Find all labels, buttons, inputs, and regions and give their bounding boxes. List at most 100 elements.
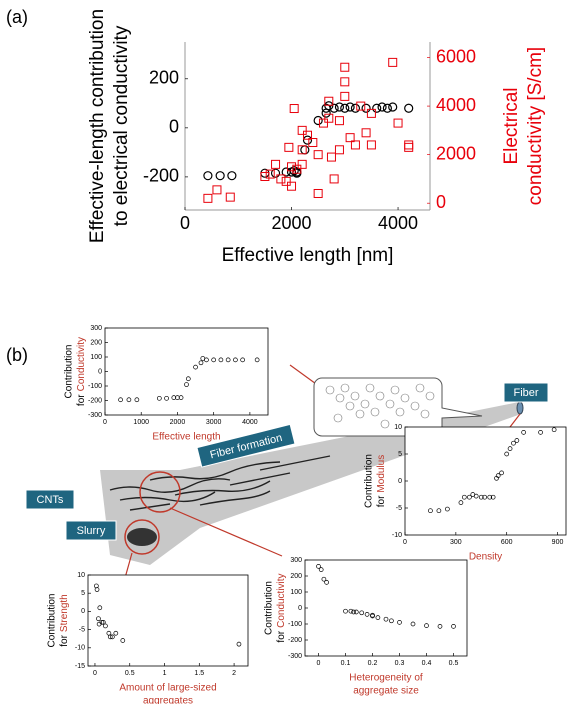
y-axis-title: for Conductivity bbox=[276, 573, 287, 642]
y-axis-title: to electrical conductivity bbox=[111, 25, 132, 226]
point bbox=[361, 128, 371, 138]
y-axis-title-highlight: Conductivity bbox=[276, 573, 287, 627]
label-box: CNTs bbox=[25, 489, 75, 510]
x-tick-label: 4000 bbox=[242, 419, 258, 426]
x-tick-label: 4000 bbox=[378, 213, 418, 233]
point bbox=[276, 174, 286, 184]
point bbox=[340, 103, 350, 113]
y2-tick-label: 6000 bbox=[436, 46, 476, 66]
point bbox=[482, 494, 488, 500]
y-axis-title: for Conductivity bbox=[76, 337, 87, 406]
y-tick-label: 0 bbox=[169, 117, 179, 137]
point bbox=[375, 615, 381, 620]
point bbox=[389, 618, 394, 624]
point bbox=[297, 125, 307, 135]
point bbox=[370, 612, 375, 618]
y2-tick-label: 0 bbox=[436, 192, 446, 212]
x-tick-label: 0 bbox=[180, 213, 190, 233]
point bbox=[538, 430, 543, 435]
point bbox=[478, 494, 484, 500]
y-axis-title-highlight: Modulus bbox=[376, 455, 387, 493]
point bbox=[511, 440, 516, 446]
point bbox=[254, 357, 260, 363]
point bbox=[324, 580, 329, 585]
x-axis-title: Effective length [nm] bbox=[222, 245, 394, 266]
x-tick-label: 0 bbox=[317, 660, 321, 667]
point bbox=[451, 624, 456, 629]
point bbox=[215, 171, 225, 181]
point bbox=[487, 494, 493, 500]
point bbox=[284, 142, 294, 152]
point bbox=[495, 473, 501, 478]
x-axis-title: aggregate size bbox=[353, 686, 419, 697]
point bbox=[329, 174, 339, 184]
point bbox=[313, 188, 323, 198]
y-tick-label: 0 bbox=[81, 608, 85, 615]
plot-frame bbox=[304, 559, 468, 657]
point bbox=[240, 357, 245, 363]
point bbox=[437, 624, 443, 629]
point bbox=[321, 576, 327, 582]
point bbox=[287, 162, 297, 172]
point bbox=[297, 159, 307, 169]
y2-axis-title: Electrical bbox=[501, 87, 522, 164]
point bbox=[343, 608, 348, 614]
y-tick-label: -10 bbox=[392, 532, 402, 539]
point bbox=[458, 500, 464, 505]
diagram-label: CNTs bbox=[37, 494, 64, 506]
y-tick-label: -200 bbox=[288, 637, 302, 644]
y-axis-title: Contribution bbox=[47, 594, 58, 648]
plot-frame bbox=[87, 574, 249, 667]
x-axis-title: Amount of large-sized bbox=[119, 683, 216, 694]
y-axis-title: Contribution bbox=[64, 345, 75, 399]
x-axis-title: Density bbox=[469, 552, 502, 563]
x-axis-title: Effective length bbox=[152, 432, 220, 443]
y-tick-label: 10 bbox=[77, 572, 85, 579]
point bbox=[99, 619, 105, 625]
point bbox=[126, 397, 132, 403]
y-axis-title: for Modulus bbox=[376, 455, 387, 507]
panel-label: (b) bbox=[6, 345, 28, 365]
point bbox=[96, 616, 101, 622]
x-tick-label: 0 bbox=[403, 539, 407, 546]
point bbox=[436, 508, 442, 514]
aggregate bbox=[127, 528, 157, 546]
point bbox=[340, 77, 350, 87]
point bbox=[281, 176, 291, 186]
x-tick-label: 0.5 bbox=[125, 670, 135, 677]
point bbox=[334, 116, 344, 126]
point bbox=[118, 397, 123, 403]
y-tick-label: -300 bbox=[88, 412, 102, 419]
point bbox=[185, 376, 191, 382]
point bbox=[203, 171, 213, 181]
y-tick-label: -100 bbox=[288, 621, 302, 628]
point bbox=[551, 427, 557, 433]
point bbox=[316, 564, 321, 569]
x-axis-title: Heterogeneity of bbox=[349, 673, 423, 684]
point bbox=[428, 508, 433, 514]
y-axis-title-part: for bbox=[376, 495, 387, 507]
point bbox=[236, 641, 242, 647]
x-tick-label: 1 bbox=[163, 670, 167, 677]
point bbox=[377, 102, 387, 112]
point bbox=[94, 587, 100, 592]
y-tick-label: 5 bbox=[398, 451, 402, 458]
point bbox=[361, 103, 371, 113]
point bbox=[233, 357, 238, 363]
point bbox=[292, 164, 302, 174]
point bbox=[350, 103, 361, 113]
y-axis-title-part: for bbox=[76, 394, 87, 406]
y-tick-label: 5 bbox=[81, 590, 85, 597]
point bbox=[193, 364, 198, 370]
fiber-end bbox=[516, 401, 524, 415]
y-tick-label: -10 bbox=[75, 645, 85, 652]
point bbox=[445, 506, 450, 512]
y-tick-label: -100 bbox=[88, 383, 102, 390]
y-tick-label: -200 bbox=[88, 397, 102, 404]
point bbox=[103, 623, 108, 629]
cnt-lines bbox=[109, 455, 331, 511]
plot-frame bbox=[404, 426, 567, 536]
y-axis-title-highlight: Strength bbox=[59, 594, 70, 632]
y2-tick-label: 2000 bbox=[436, 143, 476, 163]
point bbox=[366, 108, 376, 118]
